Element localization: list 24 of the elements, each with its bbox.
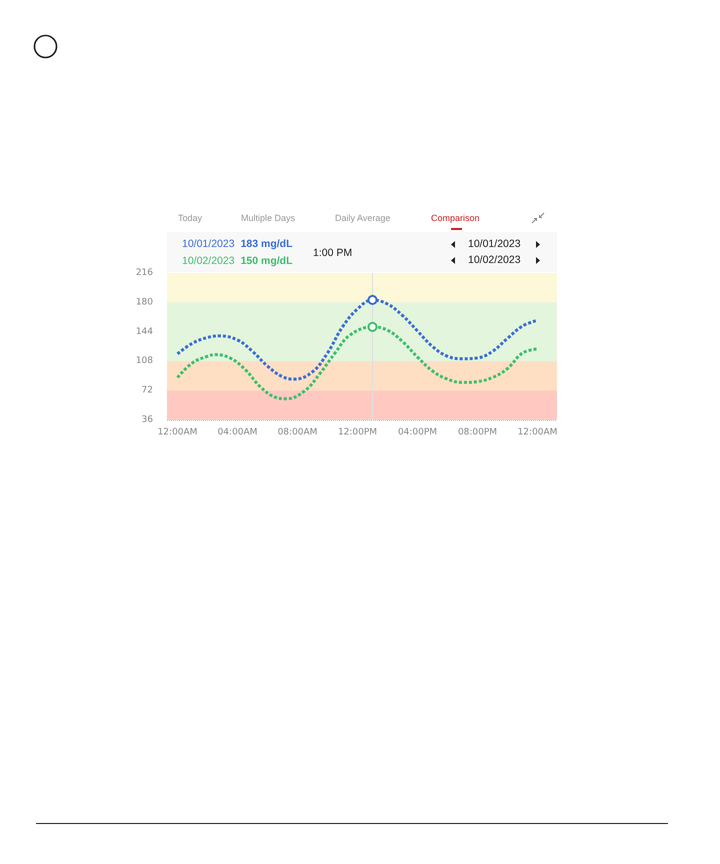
y-tick-label: 216: [136, 268, 154, 278]
text: Multiple Days: [241, 213, 296, 223]
y-tick-label: 144: [136, 326, 154, 337]
y-tick-label: 36: [142, 415, 154, 425]
x-tick-label: 12:00AM: [518, 428, 558, 438]
text: 10/01/2023: [468, 238, 521, 250]
text: Daily Average: [335, 213, 390, 223]
y-tick-label: 180: [136, 297, 154, 308]
text: 183 mg/dL: [240, 238, 292, 250]
text: Comparison: [431, 213, 480, 223]
text: 10/01/2023: [182, 238, 235, 250]
x-tick-label: 08:00PM: [458, 428, 498, 438]
y-tick-label: 108: [136, 356, 154, 366]
text: 10/02/2023: [468, 254, 521, 266]
text: 1:00 PM: [313, 247, 352, 259]
text: Today: [178, 213, 202, 223]
x-tick-label: 08:00AM: [278, 428, 318, 438]
text: 10/02/2023: [182, 255, 235, 267]
text: 150 mg/dL: [240, 255, 292, 267]
y-tick-label: 72: [142, 386, 153, 396]
x-tick-label: 04:00PM: [398, 428, 438, 438]
x-tick-label: 12:00PM: [338, 428, 378, 438]
x-tick-label: 12:00AM: [158, 428, 198, 438]
x-tick-label: 04:00AM: [218, 428, 258, 438]
